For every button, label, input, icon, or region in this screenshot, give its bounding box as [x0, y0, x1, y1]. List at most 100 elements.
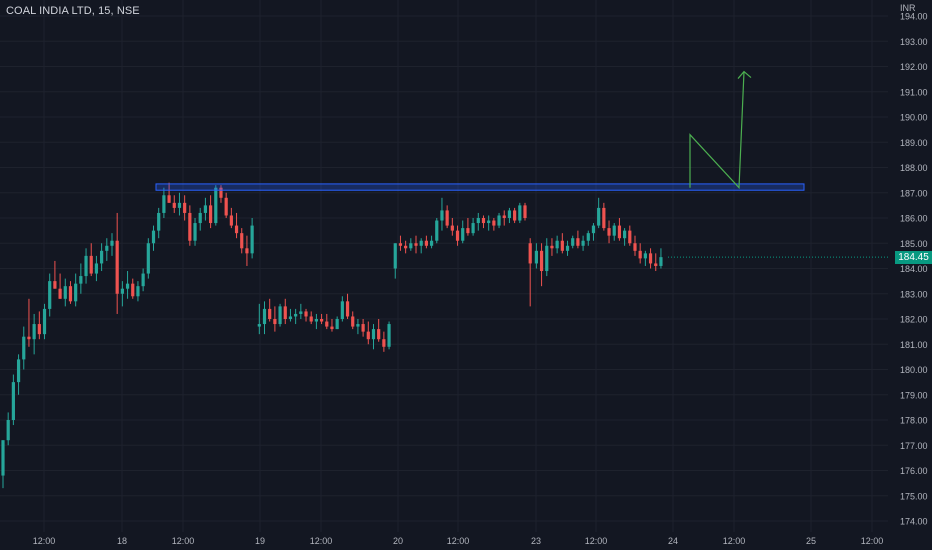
candle-body [382, 339, 386, 347]
candle-body [461, 228, 465, 241]
y-tick-label: 188.00 [900, 163, 928, 173]
candle-body [309, 316, 313, 322]
candle-body [335, 319, 339, 330]
candle-body [555, 240, 559, 249]
x-tick-label: 23 [531, 536, 541, 546]
candle-body [283, 306, 287, 319]
x-tick-label: 12:00 [172, 536, 195, 546]
candle-body [476, 218, 480, 224]
candle-body [404, 245, 408, 249]
candle-body [105, 245, 109, 251]
candle-body [162, 195, 166, 213]
candle-body [63, 286, 67, 299]
candle-body [209, 205, 213, 224]
candle-body [361, 324, 365, 332]
candle-body [257, 324, 261, 327]
candle-body [214, 187, 218, 224]
candle-body [16, 359, 21, 383]
candle-body [445, 210, 449, 226]
candle-body [345, 301, 350, 317]
candle-body [319, 319, 324, 322]
candle-body [68, 286, 73, 302]
candle-body [157, 212, 161, 231]
candle-body [623, 230, 627, 239]
candle-body [586, 233, 590, 241]
time-axis[interactable]: 12:00 18 12:00 19 12:00 20 12:00 23 12:00 24 12:00… [33, 536, 884, 546]
x-tick-label: 18 [117, 536, 127, 546]
y-tick-label: 176.00 [900, 466, 928, 476]
candle-body [576, 238, 580, 246]
candle-body [340, 301, 344, 319]
candle-body [617, 225, 622, 239]
candle-body [440, 210, 444, 221]
y-tick-label: 182.00 [900, 315, 928, 325]
candle-body [638, 250, 642, 259]
candle-body [151, 230, 156, 244]
candle-body [502, 215, 506, 218]
candle-body [11, 382, 15, 420]
candle-body [513, 210, 517, 221]
candle-body [136, 286, 140, 297]
candle-body [32, 324, 36, 340]
drawing-overlays[interactable] [155, 70, 888, 258]
candle-body [131, 283, 135, 297]
candle-body [84, 255, 88, 277]
candle-body [299, 311, 303, 314]
candle-body [518, 205, 522, 221]
y-tick-label: 190.00 [900, 113, 928, 123]
y-tick-label: 175.00 [900, 491, 928, 501]
y-tick-label: 187.00 [900, 188, 928, 198]
candle-body [424, 240, 428, 246]
candle-body [466, 228, 470, 234]
x-tick-label: 12:00 [447, 536, 470, 546]
candle-body [591, 225, 596, 234]
candle-body [172, 202, 176, 208]
candle-body [419, 240, 423, 246]
candle-body [37, 324, 41, 335]
candle-body [648, 253, 653, 264]
y-tick-label: 185.00 [900, 239, 928, 249]
candle-body [523, 205, 527, 218]
y-tick-label: 194.00 [900, 12, 928, 22]
candle-body [497, 215, 501, 226]
y-tick-label: 184.00 [900, 264, 928, 274]
candle-body [53, 281, 57, 289]
candle-body [325, 321, 329, 327]
candle-body [1, 440, 5, 476]
candle-body [240, 233, 244, 249]
candle-body [74, 283, 78, 302]
x-tick-label: 12:00 [861, 536, 884, 546]
candle-body [628, 230, 632, 244]
candle-body [545, 245, 549, 272]
candle-body [550, 245, 554, 249]
candle-body [193, 223, 197, 241]
candle-body [188, 212, 192, 241]
candle-body [565, 245, 570, 251]
y-tick-label: 189.00 [900, 138, 928, 148]
candle-body [245, 248, 249, 254]
last-price-tag: 184.45 [895, 251, 932, 264]
candle-body [94, 263, 99, 274]
candle-body [167, 195, 171, 203]
y-tick-label: 192.00 [900, 62, 928, 72]
candle-body [48, 281, 52, 309]
y-tick-label: 178.00 [900, 416, 928, 426]
candle-body [268, 308, 272, 319]
candle-body [262, 308, 267, 325]
candle-body [654, 263, 658, 266]
candle-body [177, 202, 182, 208]
currency-unit: INR [900, 3, 916, 13]
candle-body [115, 240, 119, 294]
candle-body [6, 420, 10, 441]
candles [1, 182, 663, 489]
candle-body [79, 276, 83, 284]
candle-body [455, 230, 460, 241]
y-tick-label: 181.00 [900, 340, 928, 350]
candle-body [633, 243, 637, 251]
candle-body [492, 220, 496, 226]
price-axis[interactable]: 174.00 175.00 176.00 177.00 178.00 179.00 180.… [900, 12, 928, 527]
candle-body [387, 324, 391, 347]
candle-body [198, 212, 202, 224]
